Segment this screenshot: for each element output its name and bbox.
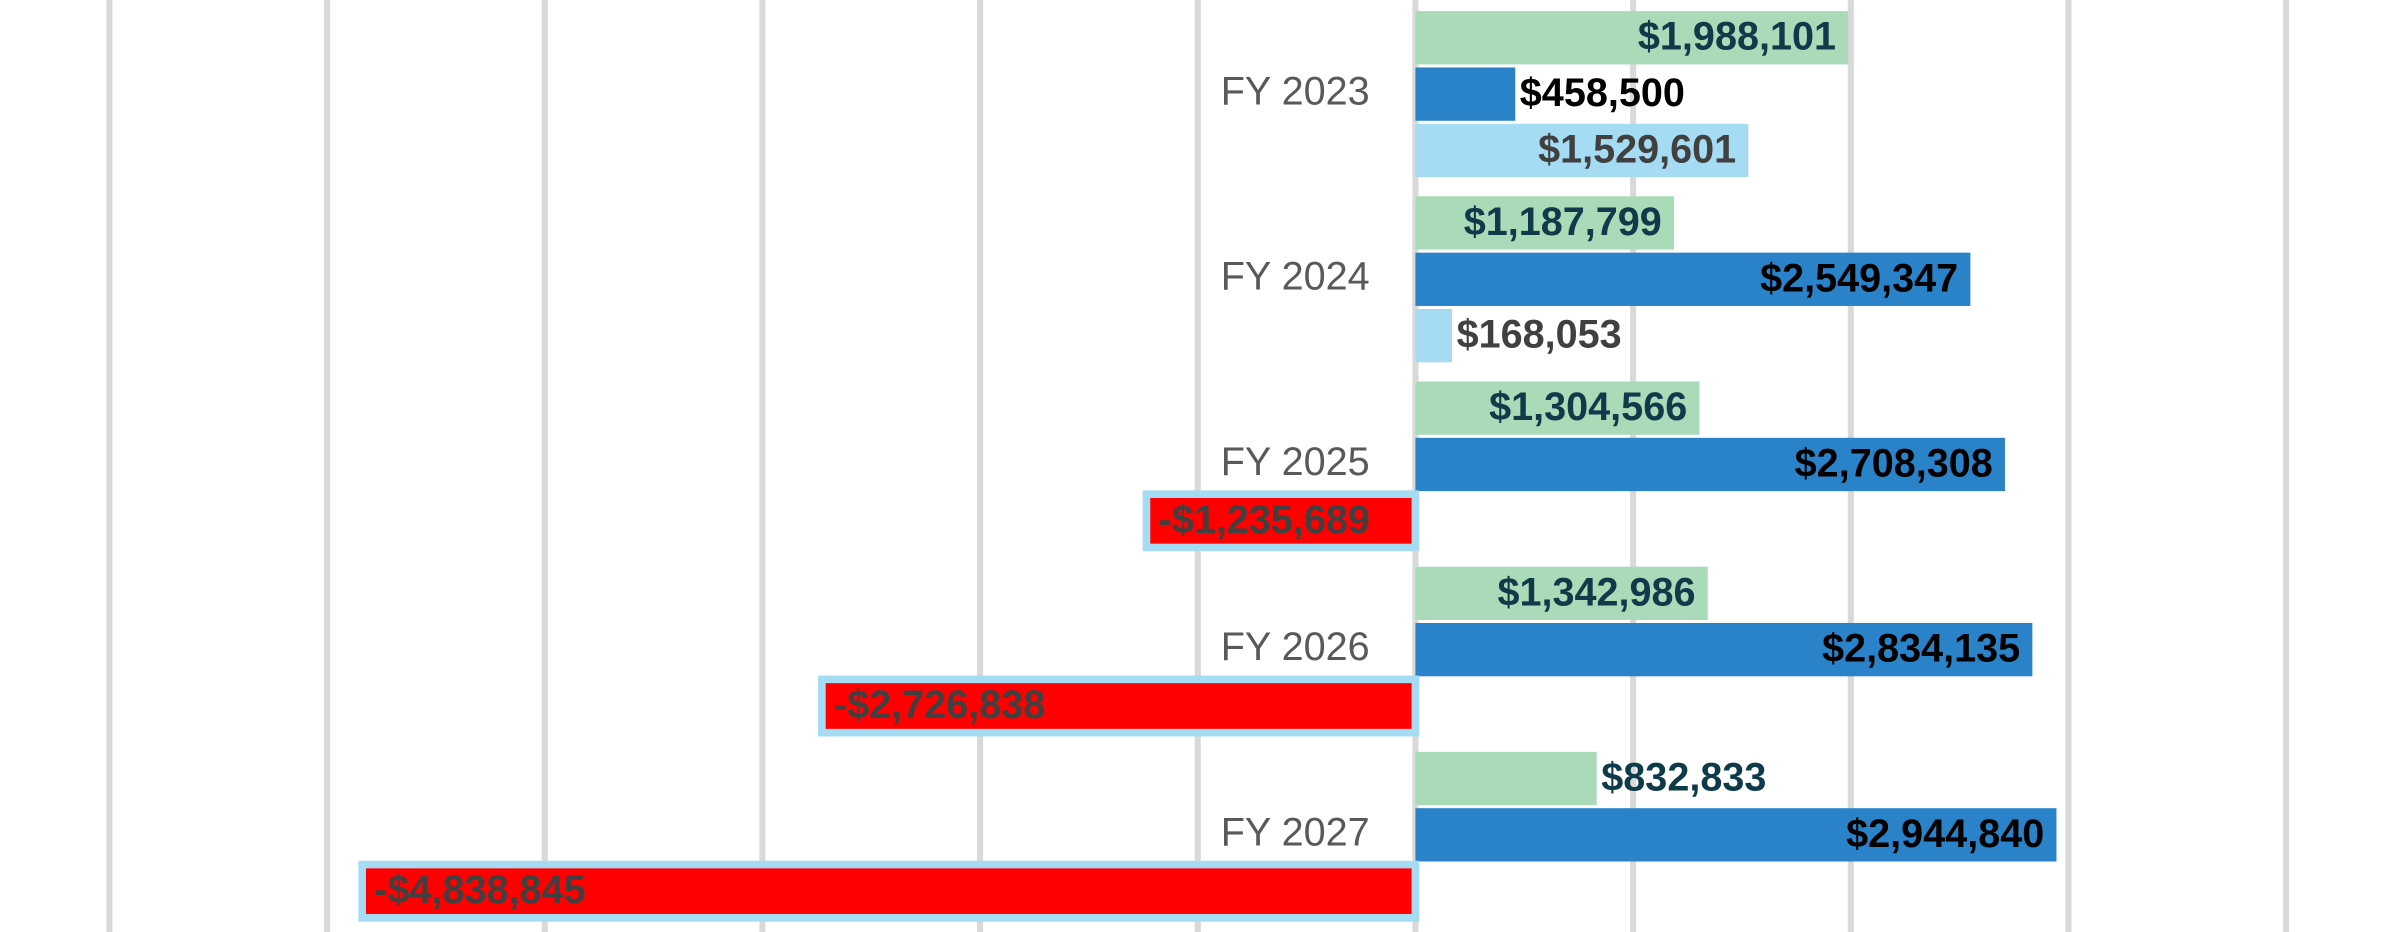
value-label: $1,529,601 bbox=[1538, 127, 1736, 171]
value-label: -$4,838,845 bbox=[374, 868, 585, 912]
category-label: FY 2023 bbox=[1221, 70, 1370, 114]
bar bbox=[358, 860, 1420, 922]
bar bbox=[1415, 308, 1453, 363]
value-label: $168,053 bbox=[1457, 313, 1622, 357]
category-label: FY 2024 bbox=[1221, 255, 1370, 299]
value-label: $2,834,135 bbox=[1822, 627, 2020, 671]
category-label: FY 2025 bbox=[1221, 440, 1370, 484]
value-label: $2,549,347 bbox=[1760, 256, 1958, 300]
bar bbox=[1415, 123, 1749, 178]
bar bbox=[1415, 67, 1516, 121]
bar bbox=[1415, 381, 1700, 435]
bar bbox=[818, 675, 1420, 737]
value-label: -$1,235,689 bbox=[1159, 498, 1370, 542]
value-label: $1,187,799 bbox=[1464, 200, 1662, 244]
value-label: $1,304,566 bbox=[1489, 385, 1687, 429]
value-label: -$2,726,838 bbox=[834, 683, 1045, 727]
bar bbox=[1415, 623, 2033, 677]
bar bbox=[1415, 252, 1971, 306]
bar bbox=[1142, 490, 1420, 552]
category-label: FY 2027 bbox=[1221, 810, 1370, 854]
value-label: $2,708,308 bbox=[1795, 441, 1993, 485]
bar bbox=[1415, 751, 1597, 806]
value-label: $832,833 bbox=[1601, 755, 1766, 799]
bar bbox=[1415, 566, 1708, 620]
value-label: $2,944,840 bbox=[1846, 812, 2044, 856]
value-label: $1,342,986 bbox=[1497, 570, 1695, 614]
value-label: $458,500 bbox=[1520, 71, 1685, 115]
bar bbox=[1415, 808, 2057, 862]
bar bbox=[1415, 196, 1674, 250]
category-label: FY 2026 bbox=[1221, 625, 1370, 669]
bar bbox=[1415, 437, 2005, 492]
bar bbox=[1415, 11, 1849, 65]
value-label: $1,988,101 bbox=[1638, 15, 1836, 59]
